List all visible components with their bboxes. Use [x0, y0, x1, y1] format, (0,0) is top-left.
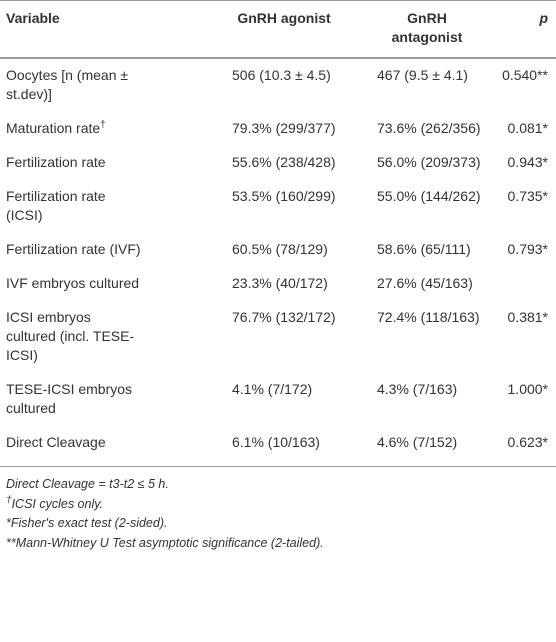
value-cell: 60.5% (78/129)	[232, 241, 328, 257]
value-cell: 506 (10.3 ± 4.5)	[232, 67, 331, 83]
variable-cell: TESE-ICSI embryos cultured	[0, 373, 226, 426]
table-row: ICSI embryos cultured (incl. TESE-ICSI) 7…	[0, 301, 556, 373]
value-cell: 79.3% (299/377)	[232, 120, 336, 136]
value-cell: 23.3% (40/172)	[232, 275, 328, 291]
variable-cell: Fertilization rate	[0, 146, 226, 180]
footnote-mark: †	[6, 494, 12, 506]
value-cell: 4.3% (7/163)	[377, 381, 458, 397]
header-row: Variable GnRH agonist GnRH antagonist p	[0, 0, 556, 59]
variable-cell: Fertilization rate (IVF)	[0, 233, 226, 267]
variable-name: Oocytes [n (mean ± st.dev)]	[6, 67, 129, 102]
value-cell: 58.6% (65/111)	[377, 241, 471, 257]
table-row: Fertilization rate 55.6% (238/428) 56.0% (…	[0, 146, 556, 180]
variable-name: ICSI embryos cultured (incl. TESE-ICSI)	[6, 309, 135, 363]
value-cell: 4.6% (7/152)	[371, 426, 491, 467]
data-table: Variable GnRH agonist GnRH antagonist p …	[0, 0, 556, 467]
footnote-text: *Fisher's exact test (2-sided).	[6, 516, 168, 530]
variable-cell: Fertilization rate (ICSI)	[0, 180, 226, 233]
variable-cell: ICSI embryos cultured (incl. TESE-ICSI)	[0, 301, 226, 373]
value-cell: 0.381*	[507, 309, 548, 325]
footnote-mark: †	[100, 119, 106, 131]
value-cell: 6.1% (10/163)	[226, 426, 371, 467]
variable-cell: Direct Cleavage	[0, 426, 226, 467]
value-cell: 0.081*	[507, 120, 548, 136]
footnotes: Direct Cleavage = t3-t2 ≤ 5 h. †ICSI cycl…	[0, 467, 556, 553]
table-row: Direct Cleavage 6.1% (10/163) 4.6% (7/152)…	[0, 426, 556, 467]
value-cell: 56.0% (209/373)	[377, 154, 481, 170]
variable-cell: IVF embryos cultured	[0, 267, 226, 301]
variable-name: Fertilization rate	[6, 154, 106, 170]
variable-name: TESE-ICSI embryos cultured	[6, 381, 133, 416]
footnote: †ICSI cycles only.	[6, 495, 550, 515]
variable-name: Maturation rate	[6, 120, 101, 136]
value-cell: 0.793*	[507, 241, 548, 257]
value-cell: 0.623*	[491, 426, 556, 467]
value-cell: 55.6% (238/428)	[232, 154, 336, 170]
value-cell: 55.0% (144/262)	[377, 188, 481, 204]
header-cell: GnRH agonist	[226, 0, 371, 59]
footnote: *Fisher's exact test (2-sided).	[6, 514, 550, 534]
footnote-text: Direct Cleavage = t3-t2 ≤ 5 h.	[6, 477, 169, 491]
value-cell: 0.540**	[502, 67, 548, 83]
variable-cell: Oocytes [n (mean ± st.dev)]	[0, 58, 226, 112]
table-row: Fertilization rate (ICSI) 53.5% (160/299)…	[0, 180, 556, 233]
table-header: Variable GnRH agonist GnRH antagonist p	[0, 0, 556, 59]
value-cell: 467 (9.5 ± 4.1)	[377, 67, 468, 83]
value-cell: 76.7% (132/172)	[232, 309, 336, 325]
value-cell: 53.5% (160/299)	[232, 188, 336, 204]
footnote-text: ICSI cycles only.	[11, 496, 104, 511]
value-cell: 72.4% (118/163)	[377, 309, 480, 325]
header-cell: p	[491, 0, 556, 59]
variable-name: Fertilization rate (IVF)	[6, 241, 141, 257]
table-row: TESE-ICSI embryos cultured 4.1% (7/172) 4.…	[0, 373, 556, 426]
empty-cell	[491, 267, 556, 301]
variable-cell: Maturation rate†	[0, 112, 226, 146]
header-cell: Variable	[0, 0, 226, 59]
table-row: Maturation rate† 79.3% (299/377) 73.6% (26…	[0, 112, 556, 146]
variable-name: Direct Cleavage	[6, 434, 106, 450]
table-row: IVF embryos cultured 23.3% (40/172) 27.6% …	[0, 267, 556, 301]
value-cell: 4.1% (7/172)	[232, 381, 313, 397]
value-cell: 0.735*	[507, 188, 548, 204]
table-row: Oocytes [n (mean ± st.dev)] 506 (10.3 ± 4…	[0, 58, 556, 112]
variable-name: IVF embryos cultured	[6, 275, 140, 291]
value-cell: 0.943*	[507, 154, 548, 170]
value-cell: 27.6% (45/163)	[377, 275, 473, 291]
footnote-text: **Mann-Whitney U Test asymptotic signifi…	[6, 535, 324, 550]
footnote: Direct Cleavage = t3-t2 ≤ 5 h.	[6, 475, 550, 495]
footnote: **Mann-Whitney U Test asymptotic signifi…	[6, 534, 550, 554]
table-body: Oocytes [n (mean ± st.dev)] 506 (10.3 ± 4…	[0, 58, 556, 467]
table-row: Fertilization rate (IVF) 60.5% (78/129) 58…	[0, 233, 556, 267]
variable-name: Fertilization rate (ICSI)	[6, 188, 106, 223]
value-cell: 1.000*	[507, 381, 548, 397]
value-cell: 73.6% (262/356)	[377, 120, 481, 136]
header-cell: GnRH antagonist	[371, 0, 491, 59]
